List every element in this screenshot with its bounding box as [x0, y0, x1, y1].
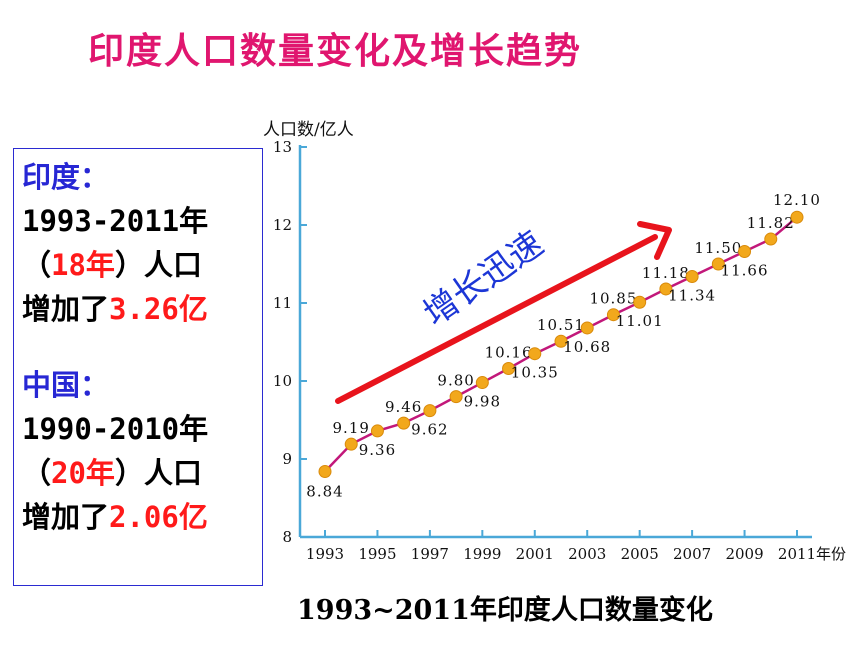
- india-increase-line: 增加了3.26亿: [22, 287, 262, 331]
- y-axis-title: 人口数/亿人: [263, 120, 354, 140]
- data-point: [397, 416, 411, 430]
- data-label: 9.80: [437, 372, 474, 390]
- data-point: [554, 334, 568, 348]
- india-span: 18年: [51, 248, 115, 282]
- data-label: 10.85: [589, 290, 637, 308]
- data-point: [738, 245, 752, 259]
- china-increase: 2.06亿: [109, 500, 208, 534]
- y-tick-label: 12: [273, 216, 292, 234]
- china-increase-prefix: 增加了: [22, 500, 110, 534]
- china-span: 20年: [51, 456, 115, 490]
- india-heading: 印度：: [22, 160, 110, 194]
- x-tick-label: 2001: [516, 545, 554, 563]
- data-label: 11.34: [668, 286, 716, 304]
- data-label: 9.46: [385, 398, 422, 416]
- data-point: [790, 210, 804, 224]
- data-label: 10.68: [563, 338, 611, 356]
- data-point: [606, 308, 620, 322]
- data-point: [318, 464, 332, 478]
- data-label: 11.18: [642, 264, 690, 282]
- trend-arrow-shaft: [335, 234, 658, 404]
- x-tick-label: 2011: [778, 545, 816, 563]
- india-increase-prefix: 增加了: [22, 292, 110, 326]
- x-tick-label: 2009: [725, 545, 763, 563]
- data-label: 10.16: [485, 344, 533, 362]
- data-label: 9.36: [359, 441, 396, 459]
- data-point: [528, 347, 542, 361]
- china-span-close: ）人口: [114, 456, 202, 490]
- data-point: [370, 424, 384, 438]
- data-point: [580, 321, 594, 335]
- x-tick-label: 2005: [621, 545, 659, 563]
- china-years: 1990-2010年: [22, 412, 209, 446]
- india-span-close: ）人口: [114, 248, 202, 282]
- data-label: 11.66: [721, 262, 769, 280]
- data-label: 9.62: [411, 421, 448, 439]
- data-label: 8.84: [306, 482, 343, 500]
- trend-annotation: 增长迅速: [417, 224, 551, 335]
- data-point: [764, 232, 778, 246]
- y-tick-label: 9: [282, 450, 292, 468]
- x-tick-label: 1995: [358, 545, 396, 563]
- china-heading: 中国：: [22, 368, 110, 402]
- x-tick-label: 1993: [306, 545, 344, 563]
- india-span-line: （18年）人口: [22, 243, 262, 287]
- data-label: 12.10: [773, 191, 821, 209]
- data-point: [633, 295, 647, 309]
- data-label: 9.19: [333, 419, 370, 437]
- y-tick-label: 13: [273, 138, 292, 156]
- slide-title: 印度人口数量变化及增长趋势: [88, 31, 583, 72]
- india-years: 1993-2011年: [22, 204, 209, 238]
- data-label: 10.35: [511, 364, 559, 382]
- x-axis-title: 年份: [816, 545, 846, 563]
- y-tick-label: 11: [273, 294, 292, 312]
- data-point: [685, 269, 699, 283]
- data-label: 11.50: [694, 239, 742, 257]
- y-tick-label: 10: [273, 372, 292, 390]
- x-tick-label: 1999: [463, 545, 501, 563]
- comparison-box: 印度： 1993-2011年 （18年）人口 增加了3.26亿 中国： 1990…: [13, 148, 263, 586]
- data-point: [344, 437, 358, 451]
- x-tick-label: 1997: [411, 545, 449, 563]
- x-tick-label: 2007: [673, 545, 711, 563]
- data-label: 10.51: [537, 316, 585, 334]
- data-label: 11.82: [747, 214, 795, 232]
- data-point: [449, 390, 463, 404]
- data-point: [659, 282, 673, 296]
- data-label: 9.98: [464, 393, 501, 411]
- china-increase-line: 增加了2.06亿: [22, 495, 262, 539]
- data-label: 11.01: [616, 312, 664, 330]
- y-tick-label: 8: [282, 528, 292, 546]
- data-point: [502, 362, 516, 376]
- data-point: [475, 376, 489, 390]
- china-span-open: （: [22, 456, 52, 490]
- india-increase: 3.26亿: [109, 292, 208, 326]
- trend-arrow-head: [637, 221, 672, 260]
- chart-caption: 1993~2011年印度人口数量变化: [297, 595, 713, 626]
- india-span-open: （: [22, 248, 52, 282]
- china-span-line: （20年）人口: [22, 451, 262, 495]
- data-point: [423, 404, 437, 418]
- x-tick-label: 2003: [568, 545, 606, 563]
- data-point: [711, 257, 725, 271]
